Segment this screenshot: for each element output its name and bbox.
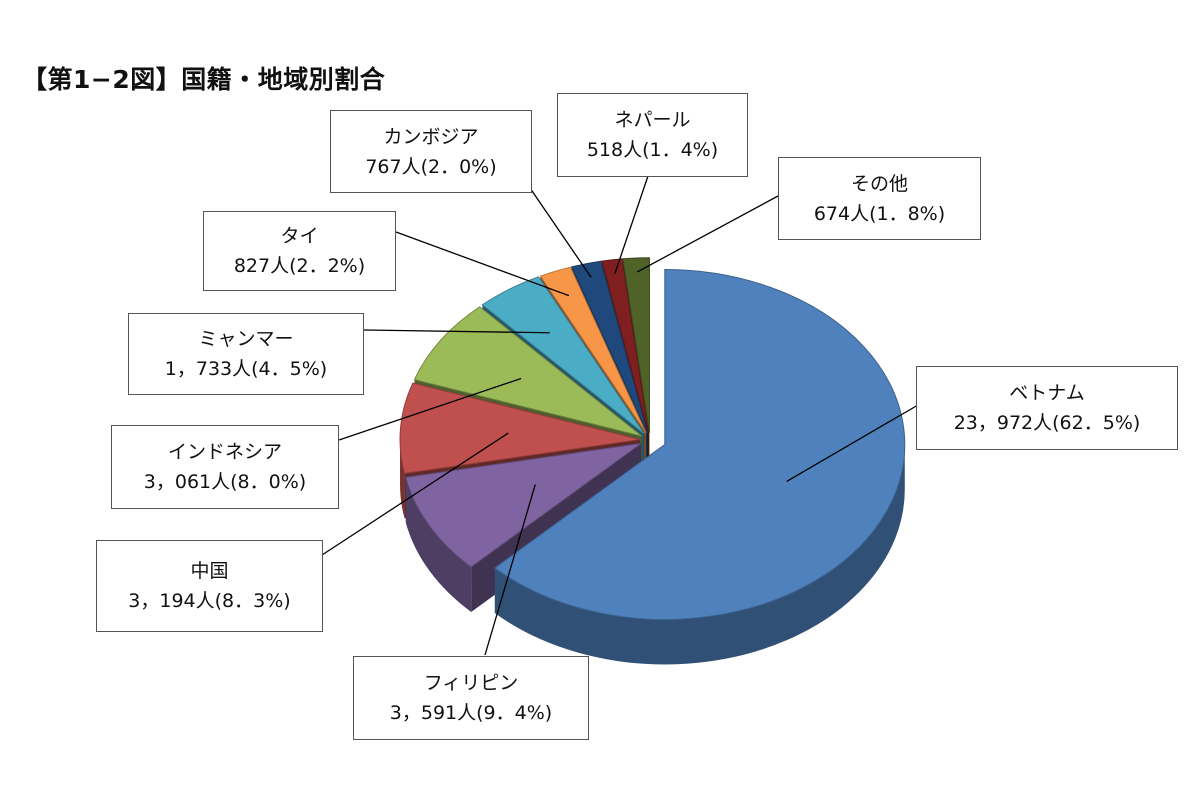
slice-cambodia [571, 260, 648, 434]
label-value: 3，194人(8．3%) [128, 590, 291, 612]
leader-myanmar [363, 329, 550, 334]
slice-vietnam [493, 268, 906, 620]
slice-side-vietnam [494, 444, 905, 665]
leader-cambodia [529, 187, 592, 278]
label-other: その他 674人(1．8%) [778, 157, 981, 240]
label-nepal: ネパール 518人(1．4%) [557, 93, 748, 177]
label-philippines: フィリピン 3，591人(9．4%) [353, 656, 589, 740]
chart-title: 【第1−2図】国籍・地域別割合 [22, 65, 386, 94]
label-value: 518人(1．4%) [586, 139, 719, 161]
slice-indonesia [413, 306, 642, 437]
label-name: カンボジア [383, 125, 479, 148]
leader-thailand [395, 231, 570, 297]
leader-nepal [614, 175, 649, 274]
label-value: 1，733人(4．5%) [164, 358, 328, 380]
slice-philippines [405, 442, 642, 568]
label-name: インドネシア [167, 441, 282, 463]
label-myanmar: ミャンマー 1，733人(4．5%) [128, 313, 364, 395]
label-name: 中国 [190, 560, 229, 582]
slice-china [399, 382, 641, 474]
label-thailand: タイ 827人(2．2%) [203, 211, 396, 291]
label-value: 3，061人(8．0%) [143, 471, 307, 493]
pie-slices [399, 257, 906, 620]
label-indonesia: インドネシア 3，061人(8．0%) [111, 425, 339, 509]
slice-myanmar [481, 276, 645, 435]
slice-other [622, 257, 650, 433]
leader-indonesia [338, 377, 522, 441]
label-name: その他 [850, 172, 908, 195]
slice-side-philippines [405, 477, 472, 612]
label-name: ミャンマー [198, 328, 294, 350]
label-name: ベトナム [1009, 382, 1085, 404]
slice-thailand [539, 266, 647, 434]
leader-philippines [484, 484, 536, 656]
label-name: ネパール [614, 109, 691, 131]
label-name: フィリピン [423, 672, 519, 694]
label-value: 23，972人(62．5%) [953, 412, 1141, 434]
label-cambodia: カンボジア 767人(2．0%) [330, 110, 532, 193]
leader-lines [321, 175, 919, 656]
leader-other [636, 195, 779, 273]
label-vietnam: ベトナム 23，972人(62．5%) [916, 366, 1178, 450]
leader-vietnam [786, 404, 919, 482]
label-china: 中国 3，194人(8．3%) [96, 540, 323, 632]
label-name: タイ [280, 225, 319, 247]
leader-china [321, 432, 509, 556]
label-value: 827人(2．2%) [233, 255, 366, 277]
label-value: 674人(1．8%) [813, 202, 946, 225]
slice-nepal [601, 258, 649, 433]
label-value: 767人(2．0%) [365, 155, 497, 178]
label-value: 3，591人(9．4%) [389, 702, 553, 724]
